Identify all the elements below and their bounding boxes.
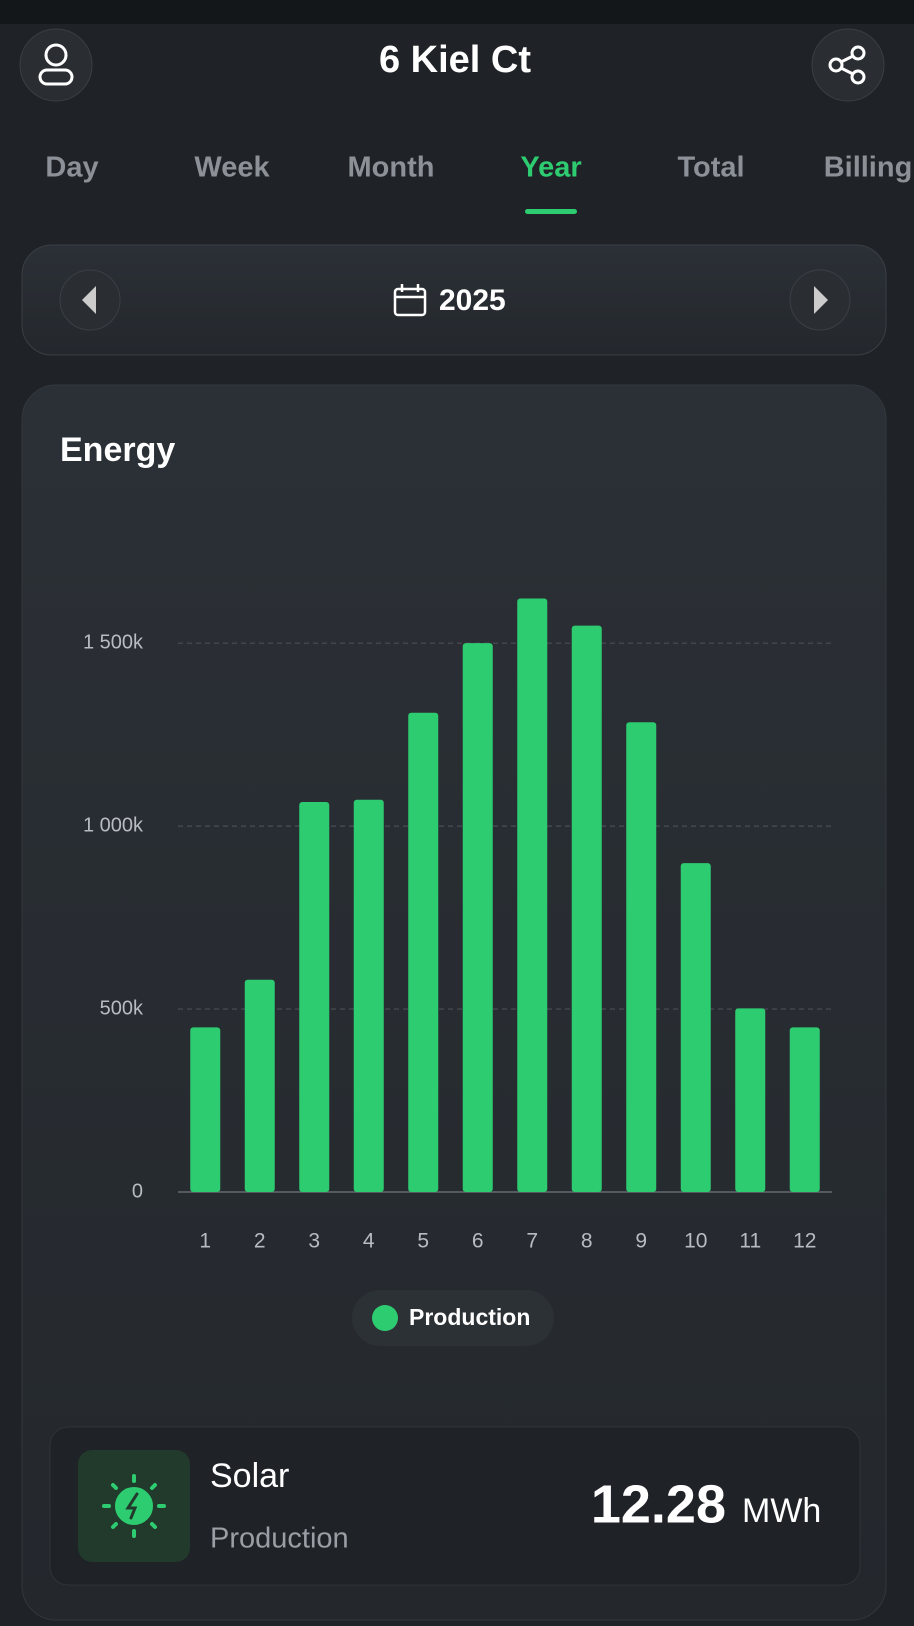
bar: [408, 712, 439, 1192]
x-tick-label: 3: [308, 1230, 320, 1253]
bar: [299, 801, 330, 1192]
bar: [680, 863, 711, 1192]
x-tick-label: 10: [684, 1230, 707, 1253]
solar-icon: [102, 1474, 166, 1538]
y-tick-label: 1 500k: [83, 631, 144, 653]
next-button[interactable]: [789, 269, 851, 331]
bar: [626, 722, 657, 1192]
bar: [735, 1008, 766, 1192]
x-tick-label: 1: [199, 1230, 211, 1253]
legend-label[interactable]: Production: [409, 1304, 530, 1330]
profile-button[interactable]: [19, 28, 93, 102]
card-title: Energy: [60, 431, 175, 469]
legend-swatch: [372, 1305, 398, 1331]
summary-sublabel: Production: [210, 1523, 349, 1555]
energy-card: [21, 384, 887, 1621]
period-label: 2025: [439, 284, 506, 317]
tab[interactable]: Total: [677, 152, 744, 184]
x-tick-label: 5: [417, 1230, 429, 1253]
summary-label: Solar: [210, 1457, 289, 1495]
summary-unit: MWh: [742, 1492, 821, 1530]
x-tick-label: 4: [363, 1230, 375, 1253]
x-tick-label: 9: [635, 1230, 647, 1253]
tab[interactable]: Month: [348, 152, 435, 184]
y-tick-label: 0: [132, 1180, 143, 1202]
tab-indicator: [525, 209, 577, 214]
x-tick-label: 8: [581, 1230, 593, 1253]
summary-card: Solar Production 12.28 MWh: [49, 1426, 861, 1586]
y-tick-label: 1 000k: [83, 814, 144, 836]
bar: [244, 979, 275, 1192]
bar: [789, 1027, 820, 1192]
tab[interactable]: Week: [194, 152, 270, 184]
status-bar: [0, 0, 914, 24]
bar: [462, 643, 493, 1192]
tab[interactable]: Year: [520, 152, 581, 184]
tab[interactable]: Day: [45, 152, 98, 184]
bar: [517, 598, 548, 1192]
period-selector: 2025: [21, 244, 887, 356]
tab[interactable]: Billing: [824, 152, 913, 184]
x-tick-label: 11: [739, 1230, 761, 1253]
x-tick-label: 7: [526, 1230, 538, 1253]
page-title: 6 Kiel Ct: [379, 39, 531, 81]
x-tick-label: 12: [793, 1230, 816, 1253]
share-button[interactable]: [811, 28, 885, 102]
bar: [190, 1027, 221, 1192]
y-tick-label: 500k: [100, 997, 144, 1019]
x-tick-label: 2: [254, 1230, 266, 1253]
summary-value: 12.28: [591, 1474, 726, 1534]
bar: [353, 799, 384, 1192]
previous-button[interactable]: [59, 269, 121, 331]
bar: [571, 625, 602, 1192]
calendar-icon: [393, 284, 427, 317]
legend-pill: [352, 1290, 554, 1346]
x-tick-label: 6: [472, 1230, 484, 1253]
